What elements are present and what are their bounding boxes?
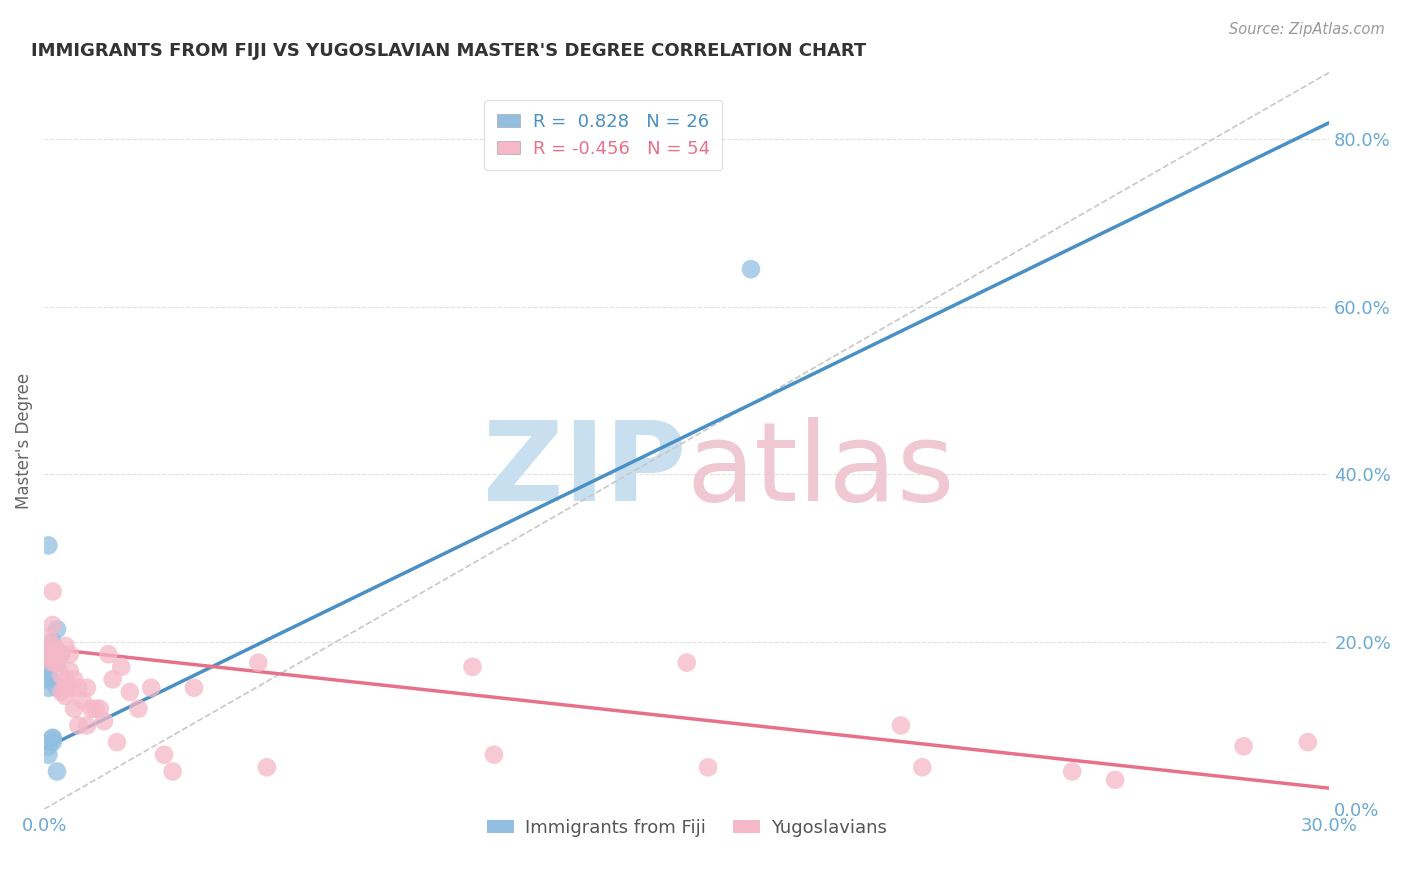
Point: [461, 660, 484, 674]
Text: IMMIGRANTS FROM FIJI VS YUGOSLAVIAN MASTER'S DEGREE CORRELATION CHART: IMMIGRANTS FROM FIJI VS YUGOSLAVIAN MAST…: [31, 42, 866, 60]
Point: [76, 681, 98, 695]
Point: [67, 718, 90, 732]
Point: [1104, 772, 1126, 787]
Point: [1062, 764, 1084, 779]
Point: [63, 673, 86, 687]
Text: ZIP: ZIP: [484, 417, 686, 524]
Point: [697, 760, 720, 774]
Point: [1296, 735, 1319, 749]
Point: [97, 647, 120, 661]
Point: [247, 656, 270, 670]
Point: [59, 681, 82, 695]
Point: [72, 693, 94, 707]
Point: [110, 660, 132, 674]
Point: [67, 681, 90, 695]
Point: [41, 639, 63, 653]
Point: [37, 631, 59, 645]
Point: [37, 656, 59, 670]
Point: [76, 718, 98, 732]
Point: [93, 714, 115, 729]
Point: [183, 681, 205, 695]
Point: [89, 701, 111, 715]
Point: [51, 685, 73, 699]
Point: [37, 681, 59, 695]
Text: Source: ZipAtlas.com: Source: ZipAtlas.com: [1229, 22, 1385, 37]
Point: [55, 639, 77, 653]
Point: [37, 673, 59, 687]
Point: [482, 747, 505, 762]
Point: [37, 538, 59, 552]
Point: [59, 664, 82, 678]
Point: [41, 647, 63, 661]
Text: atlas: atlas: [686, 417, 955, 524]
Point: [41, 735, 63, 749]
Point: [41, 731, 63, 745]
Point: [256, 760, 278, 774]
Point: [59, 647, 82, 661]
Point: [46, 656, 69, 670]
Point: [51, 668, 73, 682]
Point: [141, 681, 163, 695]
Point: [84, 701, 107, 715]
Point: [37, 664, 59, 678]
Point: [51, 647, 73, 661]
Point: [41, 634, 63, 648]
Point: [44, 656, 66, 670]
Point: [1232, 739, 1254, 754]
Point: [55, 681, 77, 695]
Y-axis label: Master's Degree: Master's Degree: [15, 373, 32, 508]
Point: [890, 718, 912, 732]
Point: [37, 673, 59, 687]
Point: [41, 639, 63, 653]
Point: [118, 685, 141, 699]
Point: [41, 731, 63, 745]
Point: [63, 701, 86, 715]
Point: [37, 739, 59, 754]
Point: [51, 647, 73, 661]
Point: [127, 701, 149, 715]
Point: [55, 673, 77, 687]
Point: [101, 673, 124, 687]
Point: [46, 656, 69, 670]
Point: [41, 656, 63, 670]
Point: [46, 656, 69, 670]
Point: [46, 764, 69, 779]
Point: [46, 643, 69, 657]
Point: [41, 584, 63, 599]
Point: [39, 673, 62, 687]
Point: [46, 656, 69, 670]
Point: [162, 764, 184, 779]
Point: [41, 656, 63, 670]
Point: [37, 643, 59, 657]
Point: [675, 656, 697, 670]
Point: [46, 681, 69, 695]
Point: [911, 760, 934, 774]
Point: [46, 622, 69, 636]
Point: [80, 701, 103, 715]
Point: [55, 689, 77, 703]
Point: [46, 647, 69, 661]
Legend: Immigrants from Fiji, Yugoslavians: Immigrants from Fiji, Yugoslavians: [479, 812, 894, 845]
Point: [105, 735, 128, 749]
Point: [153, 747, 176, 762]
Point: [41, 618, 63, 632]
Point: [37, 747, 59, 762]
Point: [46, 656, 69, 670]
Point: [41, 639, 63, 653]
Point: [37, 651, 59, 665]
Point: [740, 262, 762, 277]
